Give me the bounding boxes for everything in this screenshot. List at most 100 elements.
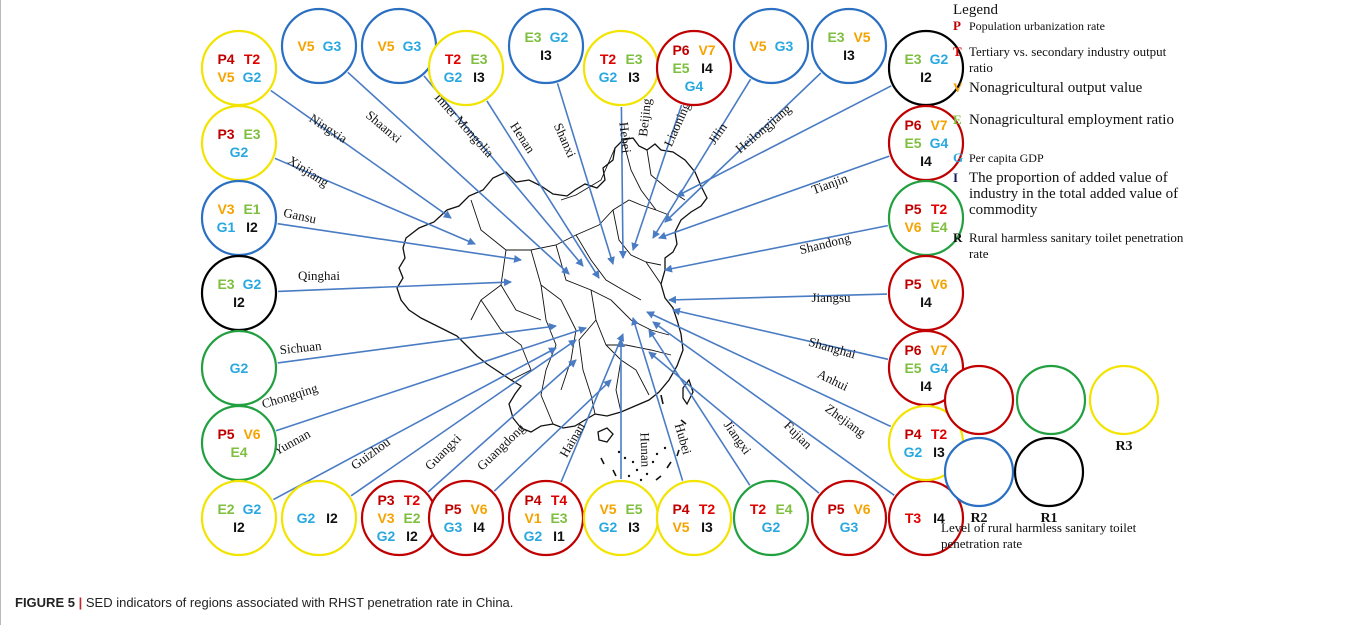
indicator-ningxia-p4: P4 xyxy=(217,51,234,67)
indicator-hunan-g2: G2 xyxy=(599,519,618,535)
indicator-anhui-i3: I3 xyxy=(933,444,945,460)
legend-level-ring-r3 xyxy=(1088,364,1160,436)
legend-level-r2: R2 xyxy=(943,436,1015,526)
indicator-guangdong-i4: I4 xyxy=(473,519,485,535)
arrow-guizhou xyxy=(350,339,577,497)
indicator-beijing-v7: V7 xyxy=(698,42,715,58)
indicator-hainan-v1: V1 xyxy=(524,510,541,526)
legend-level-label-r2: R2 xyxy=(970,511,987,526)
arrow-yunnan xyxy=(273,347,557,501)
indicator-guangxi-i2: I2 xyxy=(406,528,418,544)
arrow-xinjiang xyxy=(274,157,476,245)
legend-text-t: Tertiary vs. secondary industry output r… xyxy=(969,44,1167,75)
indicator-tianjin-g4: G4 xyxy=(930,135,949,151)
indicator-hebei-e3: E3 xyxy=(625,51,642,67)
region-label-heilongjiang: Heilongjiang xyxy=(732,101,794,156)
indicator-hebei-g2: G2 xyxy=(599,69,618,85)
indicator-xinjiang-p3: P3 xyxy=(217,126,234,142)
legend-title: Legend xyxy=(953,2,998,18)
region-circle-hainan: P4 T4 V1 E3 G2 I1 xyxy=(507,479,585,557)
indicator-shanghai-v7: V7 xyxy=(930,342,947,358)
indicator-hainan-t4: T4 xyxy=(551,492,568,508)
indicator-beijing-g4: G4 xyxy=(685,78,704,94)
arrow-shanxi xyxy=(556,83,615,265)
indicator-shanghai-p6: P6 xyxy=(904,342,921,358)
level-ring-qinghai xyxy=(200,254,278,332)
region-circle-chongqing: P5 V6 E4 xyxy=(200,404,278,482)
indicator-hubei-v5: V5 xyxy=(672,519,689,535)
indicator-shanghai-i4: I4 xyxy=(920,378,932,394)
region-circle-guizhou: G2 I2 xyxy=(280,479,358,557)
region-label-qinghai: Qinghai xyxy=(298,268,340,283)
indicator-hunan-v5: V5 xyxy=(599,501,616,517)
region-label-gansu: Gansu xyxy=(282,205,318,227)
region-circle-hubei: P4 T2 V5 I3 xyxy=(655,479,733,557)
region-circle-beijing: P6 V7 E5 I4 G4 xyxy=(655,29,733,107)
indicator-xinjiang-e3: E3 xyxy=(243,126,260,142)
indicator-ningxia-g2: G2 xyxy=(243,69,262,85)
indicator-jiangsu-i4: I4 xyxy=(920,294,932,310)
region-label-jiangsu: Jiangsu xyxy=(812,290,852,305)
region-label-hunan: Hunan xyxy=(637,432,653,468)
indicator-guangxi-t2: T2 xyxy=(404,492,421,508)
indicator-tianjin-v7: V7 xyxy=(930,117,947,133)
indicator-heilongjiang-i2: I2 xyxy=(920,69,932,85)
indicator-guangxi-p3: P3 xyxy=(377,492,394,508)
legend-level-r3: R3 xyxy=(1088,364,1160,454)
level-ring-xinjiang xyxy=(200,104,278,182)
region-label-ningxia: Ningxia xyxy=(307,111,350,147)
indicator-yunnan-g2: G2 xyxy=(243,501,262,517)
region-label-zhejiang: Zhejiang xyxy=(823,401,870,441)
indicator-chongqing-p5: P5 xyxy=(217,426,234,442)
level-ring-yunnan xyxy=(200,479,278,557)
indicator-jiangxi-g2: G2 xyxy=(762,519,781,535)
legend-level-label-r1: R1 xyxy=(1040,511,1057,526)
indicator-yunnan-i2: I2 xyxy=(233,519,245,535)
indicator-shandong-t2: T2 xyxy=(931,201,948,217)
indicator-hubei-i3: I3 xyxy=(701,519,713,535)
indicator-xinjiang-g2: G2 xyxy=(230,144,249,160)
indicator-hunan-i3: I3 xyxy=(628,519,640,535)
region-label-beijing: Beijing xyxy=(635,97,654,137)
arrow-shanghai xyxy=(672,307,889,361)
legend-code-e: E xyxy=(953,112,962,127)
indicator-jilin-v5: V5 xyxy=(853,29,870,45)
indicator-hubei-t2: T2 xyxy=(699,501,716,517)
level-ring-guangxi xyxy=(360,479,438,557)
indicator-shandong-p5: P5 xyxy=(904,201,921,217)
figure-caption: FIGURE 5 | SED indicators of regions ass… xyxy=(15,595,513,610)
indicator-gansu-e1: E1 xyxy=(243,201,260,217)
arrow-hubei xyxy=(631,317,684,481)
arrow-qinghai xyxy=(277,278,512,293)
indicator-jiangxi-t2: T2 xyxy=(750,501,767,517)
hainan-island xyxy=(597,427,614,443)
indicator-tianjin-i4: I4 xyxy=(920,153,932,169)
region-label-tianjin: Tianjin xyxy=(809,170,849,197)
indicator-fujian-g3: G3 xyxy=(840,519,859,535)
region-label-henan: Henan xyxy=(507,119,538,156)
indicator-shanxi-e3: E3 xyxy=(524,29,541,45)
indicator-ningxia-t2: T2 xyxy=(244,51,261,67)
china-outline xyxy=(396,137,708,433)
indicator-guizhou-i2: I2 xyxy=(326,510,338,526)
region-circle-heilongjiang: E3 G2 I2 xyxy=(887,29,965,107)
level-ring-fujian xyxy=(810,479,888,557)
region-label-shanghai: Shanghai xyxy=(807,334,858,362)
indicator-heilongjiang-e3: E3 xyxy=(904,51,921,67)
indicator-guangdong-v6: V6 xyxy=(470,501,487,517)
region-label-guizhou: Guizhou xyxy=(348,434,393,473)
region-label-shaanxi: Shaanxi xyxy=(363,107,405,146)
indicator-anhui-p4: P4 xyxy=(904,426,921,442)
region-circle-sichuan: G2 xyxy=(200,329,278,407)
legend-code-i: I xyxy=(953,170,959,185)
indicator-gansu-v3: V3 xyxy=(217,201,234,217)
region-circle-jilin: E3 V5 I3 xyxy=(810,7,888,85)
indicator-hebei-t2: T2 xyxy=(600,51,617,67)
indicator-henan-i3: I3 xyxy=(473,69,485,85)
region-circle-jiangxi: T2 E4 G2 xyxy=(732,479,810,557)
region-circle-inner-mongolia: V5 G3 xyxy=(360,7,438,85)
arrow-shandong xyxy=(664,224,888,273)
region-circle-shandong: P5 T2 V6 E4 xyxy=(887,179,965,257)
level-ring-hebei xyxy=(582,29,660,107)
